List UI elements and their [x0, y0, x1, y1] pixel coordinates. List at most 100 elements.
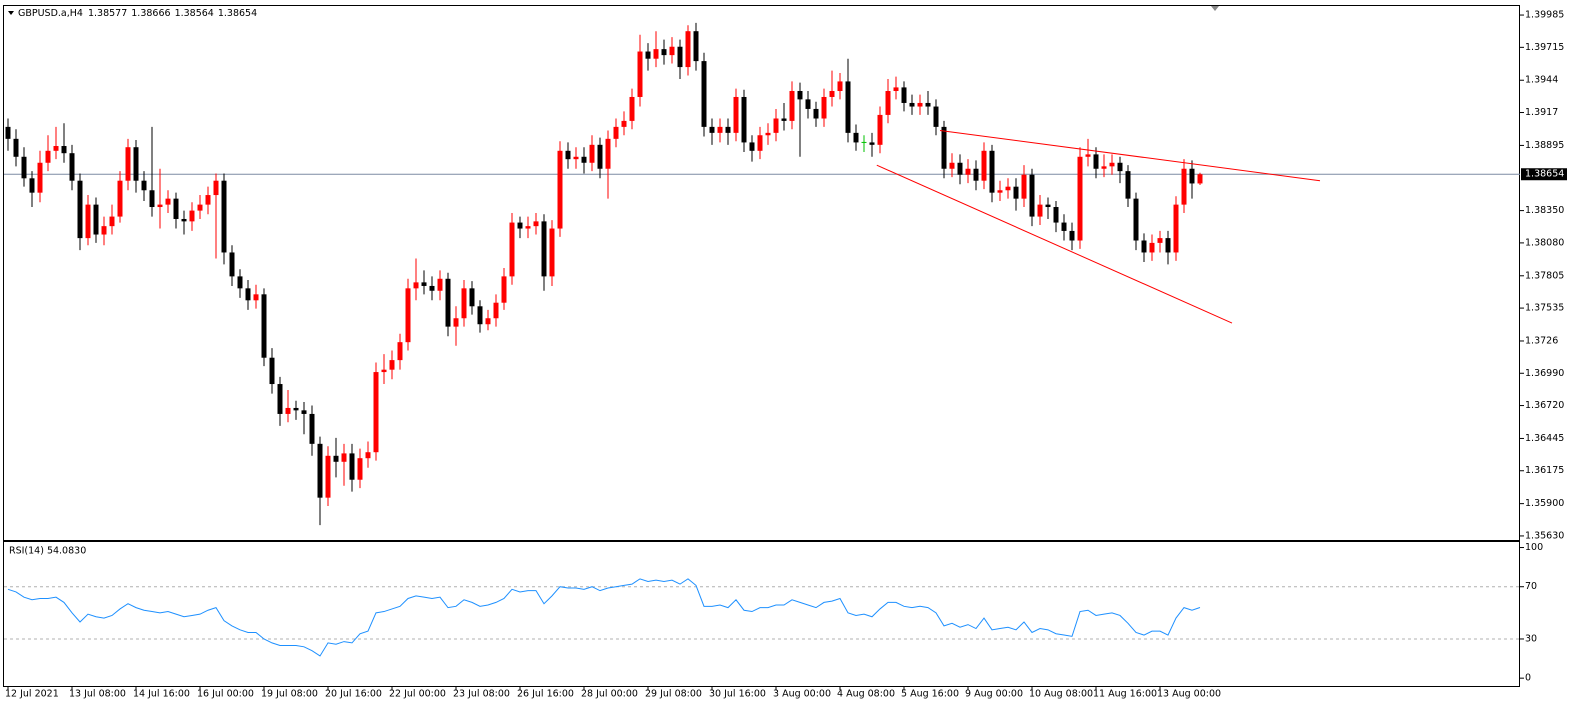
candle-body	[397, 342, 403, 361]
candle-body	[541, 221, 547, 277]
y-tick-label: 70	[1525, 581, 1537, 592]
symbol-menu[interactable]	[8, 11, 14, 15]
candle-body	[653, 49, 659, 59]
rsi-panel	[3, 541, 1520, 687]
candle-body	[269, 357, 275, 385]
candle-body	[293, 407, 299, 411]
candle-body	[669, 46, 675, 56]
last-close: 1.38654	[218, 8, 257, 19]
rsi-title: RSI(14) 54.0830	[9, 546, 86, 557]
candle-body	[517, 222, 523, 229]
candle-body	[357, 458, 363, 480]
candle-body	[909, 102, 915, 107]
x-tick-label: 19 Jul 08:00	[261, 689, 318, 700]
x-tick-label: 30 Jul 16:00	[709, 689, 766, 700]
candle-body	[405, 288, 411, 343]
candle-body	[445, 278, 451, 327]
candle-body	[1157, 238, 1163, 243]
candle-body	[917, 102, 923, 107]
x-tick-label: 13 Aug 00:00	[1157, 689, 1221, 700]
candle-body	[469, 288, 475, 307]
candle-body	[21, 156, 27, 179]
candle-body	[245, 288, 251, 301]
candle-body	[413, 282, 419, 289]
candle-body	[661, 49, 667, 56]
candle-body	[1069, 230, 1075, 241]
y-tick-label: 1.38350	[1525, 205, 1564, 216]
candle-body	[885, 90, 891, 115]
candle-body	[1141, 240, 1147, 253]
trendline	[876, 164, 1233, 324]
candle-body	[821, 96, 827, 119]
candle-body	[229, 252, 235, 277]
candle-body	[629, 96, 635, 121]
candle-body	[1133, 198, 1139, 241]
candle-body	[845, 81, 851, 133]
x-tick-label: 10 Aug 08:00	[1029, 689, 1093, 700]
candle-body	[605, 138, 611, 169]
candle-body	[813, 108, 819, 119]
candle-body	[477, 306, 483, 325]
candle-body	[285, 407, 291, 414]
candle-body	[1173, 204, 1179, 253]
candle-body	[45, 150, 51, 163]
candle-body	[317, 443, 323, 498]
candle-body	[5, 126, 11, 139]
y-tick-label: 1.36990	[1525, 368, 1564, 379]
x-tick-label: 26 Jul 16:00	[517, 689, 574, 700]
y-tick-label: 100	[1525, 542, 1543, 553]
candle-body	[261, 294, 267, 358]
candle-body	[525, 226, 531, 229]
candle-body	[493, 302, 499, 319]
candle-body	[685, 31, 691, 68]
candle-body	[749, 142, 755, 151]
candle-body	[117, 180, 123, 217]
x-tick-label: 29 Jul 08:00	[645, 689, 702, 700]
candle-body	[437, 278, 443, 291]
candle-body	[165, 198, 171, 205]
candle-body	[805, 99, 811, 109]
candle-body	[877, 114, 883, 145]
candle-body	[829, 90, 835, 97]
candle-body	[1029, 174, 1035, 217]
candle-body	[741, 96, 747, 143]
candle-body	[733, 96, 739, 133]
candle-body	[645, 51, 651, 59]
y-tick-label: 1.35630	[1525, 530, 1564, 541]
candle-body	[1037, 204, 1043, 217]
candle-body	[1077, 156, 1083, 241]
candle-body	[709, 126, 715, 133]
candle-body	[853, 132, 859, 143]
candle-body	[677, 46, 683, 68]
y-tick-label: 1.39715	[1525, 42, 1564, 53]
candle-body	[549, 228, 555, 277]
candle-body	[1109, 162, 1115, 167]
candle-body	[573, 156, 579, 160]
candle-body	[1053, 207, 1059, 223]
candle-body	[1061, 222, 1067, 231]
candle-body	[981, 150, 987, 181]
candle-body	[149, 190, 155, 208]
candle-body	[957, 162, 963, 175]
candle-body	[613, 126, 619, 139]
shift-marker[interactable]	[1211, 6, 1219, 11]
candle-body	[101, 226, 107, 235]
y-tick-label: 1.37535	[1525, 303, 1564, 314]
candle-body	[157, 204, 163, 208]
candle-body	[85, 204, 91, 239]
y-tick-label: 1.3944	[1525, 75, 1558, 86]
price-header: GBPUSD.a,H4 1.38577 1.38666 1.38564 1.38654	[18, 8, 257, 19]
last-open: 1.38577	[88, 8, 127, 19]
candle-body	[781, 118, 787, 121]
candle-body	[837, 81, 843, 91]
candle-body	[693, 31, 699, 62]
candle-body	[333, 455, 339, 462]
candle-body	[133, 147, 139, 181]
candle-body	[453, 318, 459, 327]
candle-body	[501, 276, 507, 303]
current-price-label: 1.38654	[1525, 169, 1564, 180]
price-panel	[3, 5, 1520, 541]
candle-body	[381, 369, 387, 373]
candle-body	[1101, 166, 1107, 169]
